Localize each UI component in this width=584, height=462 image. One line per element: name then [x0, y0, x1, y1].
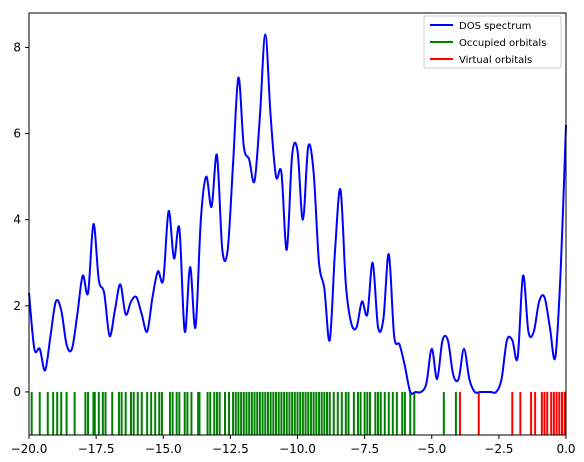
x-tick-label: −12.5 [212, 442, 249, 456]
y-tick-label: 0 [13, 385, 21, 399]
plot-frame [28, 12, 567, 436]
x-tick-label: −7.5 [350, 442, 379, 456]
legend-label-dos: DOS spectrum [459, 21, 531, 32]
dos-spectrum-line [28, 33, 567, 395]
legend-box [423, 15, 562, 69]
x-axis-ticks: −20.0 −17.5 −15.0 −12.5 −10.0 −7.5 −5.0 −2.5 0.0 [11, 435, 576, 456]
y-tick-label: 4 [13, 213, 21, 227]
legend-label-virtual: Virtual orbitals [459, 55, 532, 66]
x-tick-label: 0.0 [556, 442, 575, 456]
x-tick-label: −15.0 [145, 442, 182, 456]
legend: DOS spectrum Occupied orbitals Virtual o… [423, 15, 562, 69]
y-tick-label: 2 [13, 299, 21, 313]
x-tick-label: −20.0 [11, 442, 48, 456]
legend-label-occupied: Occupied orbitals [459, 38, 546, 49]
plot-background [29, 13, 566, 435]
y-tick-label: 6 [13, 127, 21, 141]
x-tick-label: −17.5 [78, 442, 115, 456]
x-tick-label: −2.5 [484, 442, 513, 456]
y-tick-label: 8 [13, 40, 21, 54]
x-tick-label: −10.0 [279, 442, 316, 456]
orbital-sticks [30, 391, 566, 435]
x-tick-label: −5.0 [417, 442, 446, 456]
y-axis-ticks: 0 2 4 6 8 [13, 40, 29, 399]
